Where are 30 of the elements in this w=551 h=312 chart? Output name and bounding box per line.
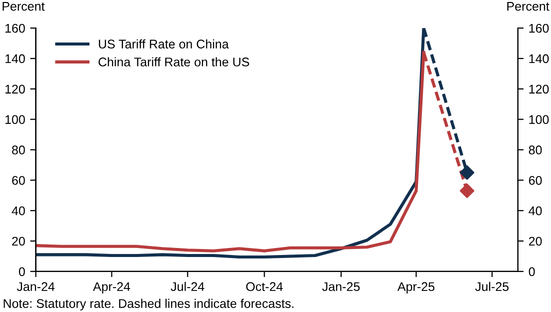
y2-axis-title: Percent — [507, 2, 550, 11]
x-tick-label: Jan-25 — [322, 282, 360, 292]
legend-label: China Tariff Rate on the US — [98, 57, 250, 66]
y2-tick-label: 80 — [528, 146, 542, 154]
x-tick-label: Jan-24 — [16, 282, 55, 292]
text: Note: Statutory rate. Dashed lines indicate forecasts. — [4, 298, 294, 310]
x-tick-label: Oct-24 — [246, 282, 283, 292]
legend-label: US Tariff Rate on China — [98, 39, 229, 49]
y2-tick-label: 40 — [528, 206, 542, 216]
x-tick-label: Jul-25 — [475, 282, 509, 292]
y-tick-label: 40 — [12, 206, 25, 216]
x-tick-label: Jul-24 — [170, 282, 204, 292]
y2-tick-label: 160 — [529, 24, 549, 33]
y-tick-label: 100 — [6, 115, 25, 124]
x-tick-label: Apr-25 — [397, 282, 434, 294]
x-tick-label: Apr-24 — [92, 282, 130, 294]
y-tick-label: 60 — [12, 176, 25, 185]
y2-tick-label: 20 — [528, 236, 542, 246]
y-tick-label: 160 — [6, 24, 25, 33]
y-tick-label: 0 — [18, 267, 25, 276]
y-tick-label: 140 — [6, 54, 25, 64]
y-tick-label: 20 — [12, 236, 25, 246]
y-axis-title: Percent — [2, 2, 45, 11]
y-tick-label: 120 — [6, 84, 25, 94]
y2-tick-label: 0 — [528, 267, 535, 276]
y2-tick-label: 140 — [529, 54, 549, 64]
y2-tick-label: 120 — [529, 84, 549, 94]
y2-tick-label: 100 — [529, 115, 549, 124]
y-tick-label: 80 — [12, 146, 25, 154]
y2-tick-label: 60 — [528, 176, 542, 185]
